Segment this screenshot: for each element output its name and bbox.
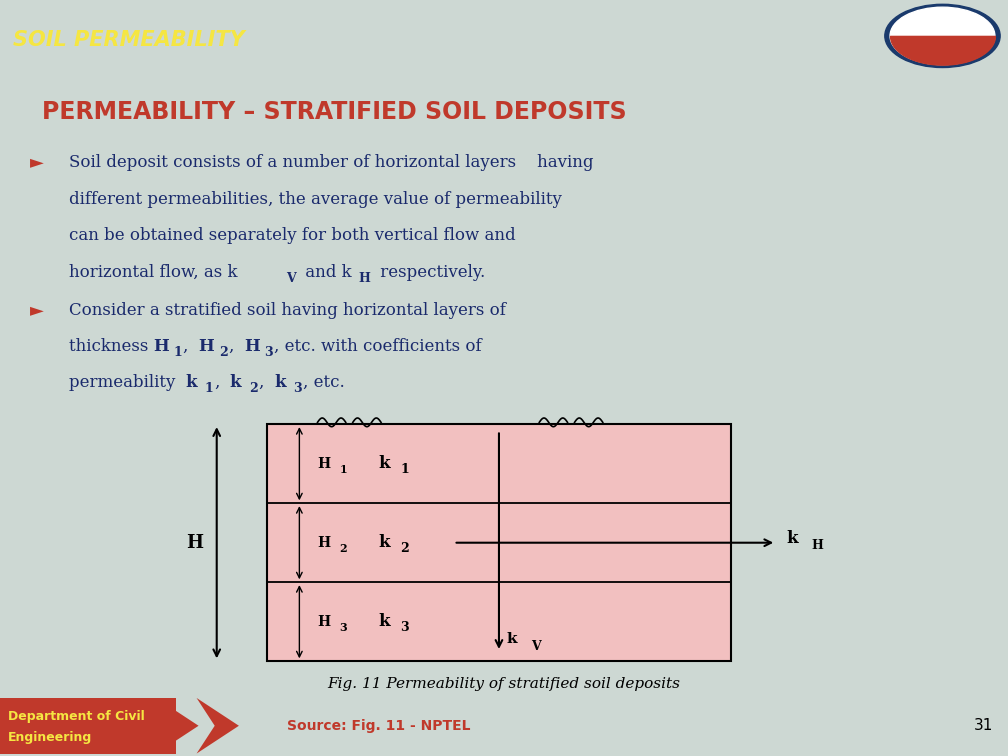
Text: 3: 3 — [400, 621, 409, 634]
Text: H: H — [153, 338, 169, 355]
Text: Consider a stratified soil having horizontal layers of: Consider a stratified soil having horizo… — [69, 302, 505, 318]
Text: Fig. 11 Permeability of stratified soil deposits: Fig. 11 Permeability of stratified soil … — [328, 677, 680, 691]
Text: k: k — [230, 374, 242, 391]
Text: k: k — [185, 374, 198, 391]
Text: 1: 1 — [400, 463, 409, 476]
Text: 2: 2 — [340, 543, 348, 554]
Text: H: H — [318, 457, 331, 471]
Text: Engineering: Engineering — [8, 731, 93, 745]
Text: H: H — [186, 534, 203, 552]
Text: horizontal flow, as k: horizontal flow, as k — [69, 264, 237, 280]
Text: 2: 2 — [249, 383, 258, 395]
Text: H: H — [318, 536, 331, 550]
Polygon shape — [156, 698, 199, 754]
Text: k: k — [378, 534, 390, 551]
Text: can be obtained separately for both vertical flow and: can be obtained separately for both vert… — [69, 228, 515, 244]
Text: 2: 2 — [219, 346, 228, 359]
Text: k: k — [506, 632, 516, 646]
Text: Soil deposit consists of a number of horizontal layers    having: Soil deposit consists of a number of hor… — [69, 153, 593, 171]
Text: permeability: permeability — [69, 374, 180, 391]
Text: H: H — [359, 271, 371, 285]
Text: ,: , — [229, 338, 240, 355]
FancyBboxPatch shape — [0, 698, 176, 754]
Text: PERMEABILITY – STRATIFIED SOIL DEPOSITS: PERMEABILITY – STRATIFIED SOIL DEPOSITS — [42, 101, 627, 124]
Text: k: k — [274, 374, 286, 391]
Text: ,: , — [183, 338, 195, 355]
Text: Source: Fig. 11 - NPTEL: Source: Fig. 11 - NPTEL — [287, 719, 471, 733]
Text: H: H — [318, 615, 331, 629]
Text: SOIL PERMEABILITY: SOIL PERMEABILITY — [13, 29, 245, 49]
Text: ►: ► — [30, 301, 44, 319]
Text: ★: ★ — [925, 17, 938, 33]
Text: respectively.: respectively. — [375, 264, 485, 280]
Text: k: k — [786, 530, 798, 547]
Text: k: k — [378, 613, 390, 631]
Text: 1: 1 — [205, 383, 214, 395]
Circle shape — [885, 5, 1000, 67]
Text: H: H — [811, 539, 824, 553]
Text: 3: 3 — [340, 622, 348, 633]
Polygon shape — [197, 698, 239, 754]
Text: ,: , — [259, 374, 270, 391]
Text: different permeabilities, the average value of permeability: different permeabilities, the average va… — [69, 191, 561, 208]
Text: thickness: thickness — [69, 338, 153, 355]
FancyBboxPatch shape — [267, 424, 731, 662]
Text: and k: and k — [300, 264, 352, 280]
Text: 31: 31 — [974, 718, 993, 733]
Text: 3: 3 — [293, 383, 302, 395]
Text: , etc.: , etc. — [303, 374, 345, 391]
Text: 1: 1 — [340, 464, 348, 475]
Text: H: H — [244, 338, 260, 355]
Text: ☽: ☽ — [962, 18, 976, 36]
Text: V: V — [531, 640, 541, 653]
Text: 3: 3 — [264, 346, 273, 359]
Text: ►: ► — [30, 153, 44, 172]
Text: V: V — [286, 271, 296, 285]
Text: 1: 1 — [173, 346, 182, 359]
Text: k: k — [378, 455, 390, 472]
Text: H: H — [199, 338, 215, 355]
Text: Department of Civil: Department of Civil — [8, 710, 145, 723]
Text: ,: , — [215, 374, 226, 391]
Text: 2: 2 — [400, 542, 409, 555]
Text: , etc. with coefficients of: , etc. with coefficients of — [274, 338, 482, 355]
Circle shape — [890, 8, 995, 64]
